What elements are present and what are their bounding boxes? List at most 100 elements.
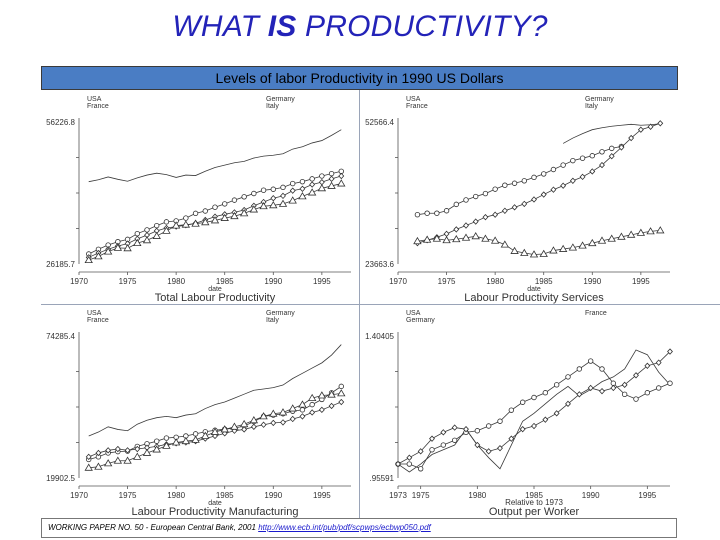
slide-title: WHAT IS PRODUCTIVITY? bbox=[0, 10, 720, 44]
data-point-triangle bbox=[317, 391, 327, 399]
x-tick-label: 1980 bbox=[486, 277, 504, 286]
data-point-triangle bbox=[133, 238, 142, 247]
data-point-circle bbox=[319, 173, 325, 179]
data-point-triangle bbox=[249, 416, 259, 424]
x-tick-label: 1995 bbox=[313, 277, 331, 286]
footer-source: WORKING PAPER NO. 50 - European Central … bbox=[41, 518, 677, 538]
data-point-diamond bbox=[531, 422, 537, 430]
data-point-triangle bbox=[626, 230, 636, 238]
data-point-diamond bbox=[565, 400, 571, 408]
data-point-circle bbox=[599, 366, 605, 372]
legend-entry: Germany bbox=[266, 310, 295, 317]
data-point-diamond bbox=[521, 200, 528, 208]
data-point-diamond bbox=[406, 454, 413, 461]
chart-title: Total Labour Productivity bbox=[155, 292, 276, 304]
data-point-diamond bbox=[429, 435, 435, 442]
data-point-triangle bbox=[520, 248, 529, 256]
data-point-circle bbox=[222, 201, 228, 207]
series-line bbox=[398, 360, 671, 470]
x-tick-label: 1975 bbox=[412, 491, 430, 500]
data-point-diamond bbox=[395, 460, 401, 468]
data-point-circle bbox=[621, 391, 628, 398]
data-point-diamond bbox=[647, 123, 654, 130]
data-point-triangle bbox=[201, 218, 210, 226]
data-point-diamond bbox=[451, 424, 458, 431]
data-point-triangle bbox=[588, 238, 597, 247]
data-point-triangle bbox=[249, 205, 259, 213]
data-point-diamond bbox=[95, 449, 102, 457]
series-italy bbox=[413, 226, 665, 258]
data-point-diamond bbox=[309, 409, 316, 416]
data-point-circle bbox=[309, 176, 315, 182]
legend-entry: USA bbox=[406, 310, 421, 317]
legend-entry: Italy bbox=[585, 103, 598, 110]
x-tick-label: 1973 bbox=[389, 491, 407, 500]
data-point-triangle bbox=[191, 219, 200, 227]
title-pre: WHAT bbox=[172, 10, 268, 43]
x-axis-label: date bbox=[208, 286, 222, 293]
series-usa bbox=[88, 129, 342, 183]
legend-entry: France bbox=[585, 310, 607, 317]
data-point-triangle bbox=[259, 412, 268, 420]
data-point-triangle bbox=[239, 419, 249, 428]
data-point-circle bbox=[463, 197, 469, 203]
data-point-circle bbox=[485, 423, 492, 429]
data-point-circle bbox=[599, 149, 605, 155]
data-point-diamond bbox=[618, 144, 625, 151]
data-point-circle bbox=[521, 178, 527, 184]
data-point-circle bbox=[434, 210, 440, 216]
data-point-triangle bbox=[162, 441, 171, 449]
series-france bbox=[414, 143, 625, 218]
legend-entry: Italy bbox=[266, 317, 279, 324]
data-point-circle bbox=[473, 193, 479, 200]
data-point-triangle bbox=[133, 452, 142, 460]
data-point-diamond bbox=[519, 425, 526, 433]
data-point-triangle bbox=[307, 393, 317, 402]
data-point-diamond bbox=[472, 218, 479, 225]
data-point-diamond bbox=[655, 359, 662, 366]
data-point-triangle bbox=[123, 456, 132, 464]
data-point-triangle bbox=[298, 400, 307, 408]
data-point-triangle bbox=[152, 231, 161, 239]
data-point-diamond bbox=[497, 444, 503, 452]
y-tick-label: 52566.4 bbox=[365, 118, 394, 127]
x-axis-label: date bbox=[527, 286, 541, 293]
y-tick-label: 56226.8 bbox=[46, 118, 75, 127]
data-point-triangle bbox=[171, 438, 181, 446]
data-point-diamond bbox=[550, 186, 557, 193]
data-point-diamond bbox=[289, 415, 296, 423]
data-point-circle bbox=[417, 466, 424, 472]
series-germany bbox=[395, 358, 673, 472]
data-point-circle bbox=[309, 401, 315, 408]
data-point-diamond bbox=[105, 447, 112, 454]
footer-link[interactable]: http://www.ecb.int/pub/pdf/scpwps/ecbwp0… bbox=[258, 523, 431, 532]
data-point-circle bbox=[502, 182, 508, 188]
series-line bbox=[562, 123, 661, 144]
data-point-circle bbox=[482, 190, 489, 197]
data-point-circle bbox=[531, 174, 537, 181]
data-point-triangle bbox=[317, 184, 327, 192]
data-point-circle bbox=[453, 201, 459, 208]
data-point-circle bbox=[667, 380, 673, 386]
x-tick-label: 1985 bbox=[216, 491, 234, 500]
data-point-diamond bbox=[231, 427, 238, 434]
data-point-diamond bbox=[610, 384, 617, 392]
data-point-triangle bbox=[269, 201, 278, 209]
data-point-diamond bbox=[417, 448, 424, 455]
data-point-circle bbox=[589, 153, 595, 159]
data-point-diamond bbox=[637, 126, 644, 133]
data-point-circle bbox=[443, 208, 450, 214]
data-point-triangle bbox=[490, 236, 500, 244]
data-point-diamond bbox=[289, 187, 296, 194]
series-line bbox=[88, 344, 342, 437]
data-point-diamond bbox=[328, 402, 335, 410]
data-point-triangle bbox=[298, 192, 307, 200]
data-point-triangle bbox=[239, 209, 249, 217]
data-point-diamond bbox=[560, 182, 567, 189]
data-point-triangle bbox=[500, 240, 510, 248]
data-point-circle bbox=[497, 418, 503, 424]
data-point-circle bbox=[531, 394, 537, 401]
data-point-circle bbox=[492, 186, 498, 192]
data-point-triangle bbox=[413, 236, 422, 245]
